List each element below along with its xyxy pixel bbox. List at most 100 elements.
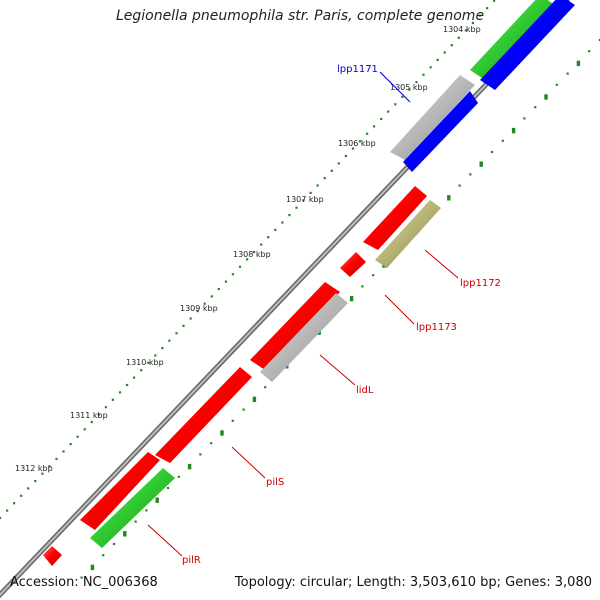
ruler-dot	[316, 184, 319, 187]
ruler-dot	[358, 140, 362, 143]
ruler-dot	[380, 117, 383, 121]
gene-arrow-lpp1171[interactable]	[390, 75, 475, 160]
gene-arrow-red-small[interactable]	[43, 546, 62, 566]
gene-label-leaders	[147, 71, 459, 557]
ruler-dot	[387, 110, 390, 113]
ruler-dot	[429, 66, 432, 69]
tick-label: 1312 kbp	[15, 464, 53, 473]
ruler-dot	[187, 463, 192, 470]
tick-label: 1309 kbp	[180, 304, 218, 313]
ruler-dot	[220, 430, 224, 436]
ruler-dot	[260, 243, 263, 246]
gene-label-pilR[interactable]: pilR	[182, 555, 201, 566]
ruler-tick-labels: 1304 kbp 1305 kbp 1306 kbp 1307 kbp 1308…	[15, 25, 481, 473]
ruler-dot	[457, 36, 460, 39]
ruler-dot	[373, 125, 376, 128]
ruler-dot	[281, 221, 284, 224]
ruler-dot	[501, 139, 504, 142]
ruler-dot	[408, 88, 411, 91]
ruler-dot	[177, 475, 180, 478]
gene-arrow-lidL[interactable]	[155, 367, 252, 463]
ruler-dot	[486, 7, 489, 10]
ruler-dot	[598, 38, 600, 42]
ruler-dot	[493, 0, 496, 2]
ruler-dot	[154, 354, 157, 357]
ruler-dot	[351, 147, 354, 150]
ruler-dot	[478, 14, 482, 17]
gene-arrow-green-top[interactable]	[470, 0, 555, 80]
gene-label-lidL[interactable]: lidL	[356, 385, 374, 396]
ruler-dot	[111, 398, 114, 401]
ruler-dot	[0, 516, 2, 520]
gene-label-pilS[interactable]: pilS	[266, 477, 284, 488]
tick-label: 1306 kbp	[338, 139, 376, 148]
ruler-dot	[436, 58, 439, 61]
ruler-dot	[231, 419, 234, 422]
ruler-dot	[252, 396, 257, 403]
ruler-dot	[145, 509, 148, 512]
ruler-dot	[447, 195, 451, 201]
ruler-dot	[523, 117, 526, 120]
ruler-dot	[76, 435, 79, 438]
gene-arrow-pilS[interactable]	[80, 452, 160, 530]
gene-arrow-red-1[interactable]	[363, 186, 427, 250]
ruler-dot	[134, 520, 137, 523]
ruler-dot	[242, 408, 245, 411]
ruler-dot	[401, 95, 404, 98]
ruler-dot	[267, 236, 270, 239]
ruler-dot	[372, 274, 375, 277]
gene-arrow-pilR[interactable]	[90, 468, 175, 548]
ruler-dot	[246, 258, 249, 261]
ruler-dot	[264, 386, 267, 389]
ruler-dot	[102, 554, 105, 557]
ruler-dot	[394, 103, 397, 106]
ruler-dot	[90, 420, 93, 424]
ruler-dot	[458, 184, 461, 187]
ruler-dot	[62, 450, 65, 453]
ruler-dot	[175, 332, 178, 335]
ruler-dot	[588, 50, 591, 53]
gene-label-lpp1172[interactable]: lpp1172	[460, 278, 501, 289]
ruler-dot	[309, 191, 312, 194]
tick-label: 1304 kbp	[443, 25, 481, 34]
ruler-dot	[27, 487, 30, 490]
ruler-dot	[168, 339, 171, 342]
ruler-dot	[479, 161, 483, 167]
gene-arrow-lpp1172[interactable]	[375, 200, 441, 268]
ruler-dot	[210, 442, 213, 445]
ruler-dot	[302, 199, 305, 202]
ruler-dot	[6, 509, 9, 512]
gene-labels: lpp1171 lpp1172 lpp1173 lidL pilS pilR	[182, 64, 501, 566]
gene-label-lpp1173[interactable]: lpp1173	[416, 322, 457, 333]
gene-arrow-blue-2[interactable]	[403, 91, 478, 172]
ruler-dot	[69, 443, 72, 446]
gene-arrow-blue-top[interactable]	[480, 0, 575, 90]
ruler-dot	[544, 94, 548, 100]
ruler-dot	[126, 383, 129, 387]
ruler-dot	[361, 285, 364, 288]
ruler-dot	[253, 250, 256, 254]
ruler-dot	[166, 486, 170, 490]
ruler-dot	[295, 206, 298, 209]
ruler-dot	[112, 542, 116, 546]
gene-label-lpp1171[interactable]: lpp1171	[337, 64, 378, 75]
ruler-dot	[147, 361, 150, 364]
gene-arrow-red-2[interactable]	[340, 252, 366, 277]
ruler-dot	[443, 51, 446, 54]
ruler-dot	[104, 406, 107, 409]
tick-label: 1310 kbp	[126, 358, 164, 367]
ruler-dot	[161, 347, 164, 350]
gene-arrow-gray-lidL[interactable]	[260, 293, 348, 382]
ruler-dot	[566, 72, 569, 75]
ruler-dot	[422, 73, 425, 76]
ruler-dot	[555, 83, 558, 86]
outer-tick-dots	[0, 0, 496, 520]
ruler-dot	[155, 497, 159, 503]
ruler-dot	[34, 480, 37, 483]
ruler-dot	[274, 228, 277, 231]
gene-arrow-lpp1173[interactable]	[250, 282, 340, 370]
ruler-dot	[224, 280, 227, 283]
genome-summary-text: Topology: circular; Length: 3,503,610 bp…	[234, 575, 592, 590]
ruler-dot	[83, 428, 86, 431]
ruler-dot	[41, 472, 44, 475]
